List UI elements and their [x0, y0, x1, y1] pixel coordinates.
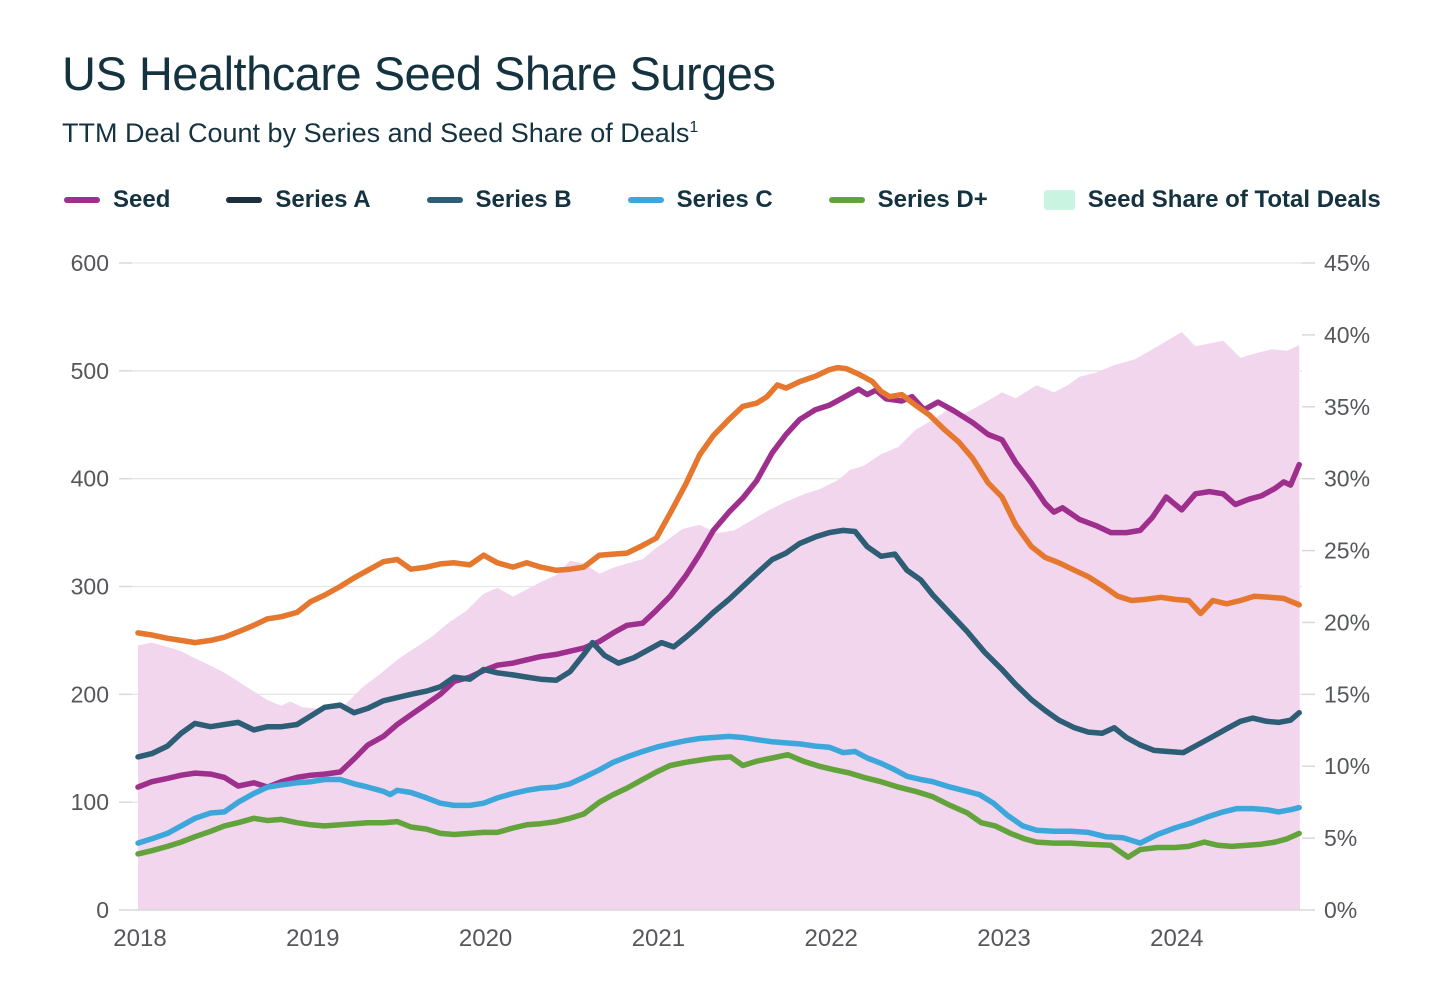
left-axis-tick-label: 0	[96, 897, 109, 923]
right-axis-tick-label: 20%	[1324, 609, 1370, 635]
legend-label-series-c: Series C	[676, 186, 773, 213]
right-axis-tick-label: 15%	[1324, 681, 1370, 707]
legend-item-series-c: Series C	[627, 186, 773, 214]
legend-item-seed: Seed	[64, 186, 170, 214]
right-axis-tick-label: 25%	[1324, 538, 1370, 564]
legend-label-seed-share-of-total-deals: Seed Share of Total Deals	[1087, 186, 1381, 213]
chart-subtitle: TTM Deal Count by Series and Seed Share …	[62, 118, 698, 149]
legend-item-series-d: Series D+	[828, 186, 988, 214]
series-b-line	[135, 527, 1302, 760]
right-axis-tick-label: 35%	[1324, 394, 1370, 420]
left-axis-tick-label: 400	[71, 466, 109, 492]
series-c-line	[135, 733, 1302, 846]
legend-label-series-d: Series D+	[877, 186, 988, 213]
right-axis-tick-label: 30%	[1324, 466, 1370, 492]
right-axis-tick-label: 0%	[1324, 897, 1357, 923]
legend-swatch-series-c	[627, 197, 664, 203]
footnote-marker: 1	[689, 119, 699, 136]
legend-item-seed-share-of-total-deals: Seed Share of Total Deals	[1043, 186, 1381, 214]
legend-swatch-series-d	[828, 197, 865, 203]
left-axis-tick-label: 100	[71, 789, 109, 815]
right-axis-tick-label: 5%	[1324, 825, 1357, 851]
x-axis-tick-label: 2020	[459, 925, 512, 952]
left-axis-tick-label: 200	[71, 681, 109, 707]
x-axis-tick-label: 2021	[632, 925, 685, 952]
legend-label-series-a: Series A	[275, 186, 371, 213]
x-axis-tick-label: 2022	[805, 925, 858, 952]
chart-subtitle-text: TTM Deal Count by Series and Seed Share …	[62, 118, 690, 148]
x-axis-tick-label: 2024	[1150, 925, 1203, 952]
right-axis-tick-label: 10%	[1324, 753, 1370, 779]
x-axis-tick-label: 2023	[977, 925, 1030, 952]
legend-swatch-seed	[64, 197, 100, 203]
series-d-line	[135, 751, 1302, 860]
legend-swatch-seed-share-of-total-deals	[1043, 190, 1075, 210]
legend-item-series-b: Series B	[426, 186, 572, 214]
page-title: US Healthcare Seed Share Surges	[62, 47, 776, 100]
left-axis-tick-label: 500	[71, 358, 109, 384]
legend-label-seed: Seed	[113, 186, 171, 213]
legend-item-series-a: Series A	[226, 186, 371, 214]
legend-swatch-series-b	[426, 197, 463, 203]
right-axis-tick-label: 45%	[1324, 250, 1370, 276]
x-axis-tick-label: 2019	[286, 925, 339, 952]
legend-swatch-series-a	[226, 197, 263, 203]
chart-legend: Seed Series A Series B Series C Series D+ See…	[64, 186, 1437, 214]
seed-line	[135, 386, 1302, 790]
seed-share-area	[138, 332, 1300, 910]
left-axis-tick-label: 600	[71, 250, 109, 276]
right-axis-tick-label: 40%	[1324, 322, 1370, 348]
legend-label-series-b: Series B	[475, 186, 572, 213]
series-a-line	[135, 364, 1302, 646]
left-axis-tick-label: 300	[71, 574, 109, 600]
x-axis-tick-label: 2018	[113, 925, 166, 952]
